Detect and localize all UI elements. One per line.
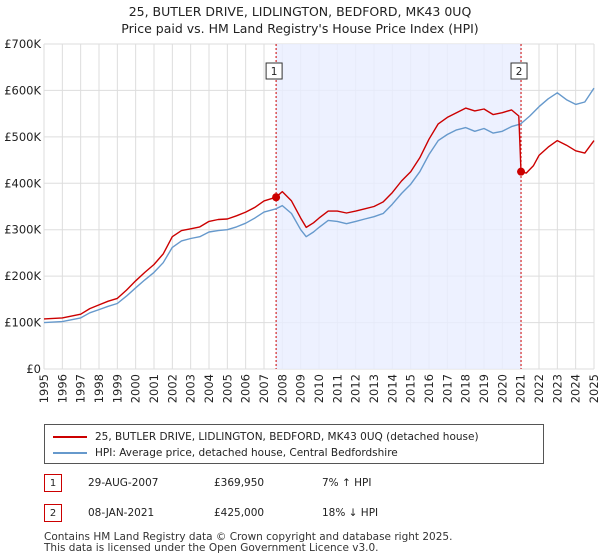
x-tick-label: 2021 [514, 374, 528, 403]
marker-label: 1 [271, 66, 278, 78]
marker-label: 2 [516, 66, 523, 78]
transaction-badge: 1 [44, 474, 62, 492]
transaction-price: £369,950 [214, 477, 265, 489]
x-tick-label: 2010 [312, 374, 326, 403]
x-tick-label: 2024 [569, 374, 583, 403]
transaction-price: £425,000 [214, 507, 265, 519]
price-chart: 25, BUTLER DRIVE, LIDLINGTON, BEDFORD, M… [4, 4, 600, 403]
y-tick-label: £0 [26, 362, 41, 376]
x-tick-label: 1997 [74, 374, 88, 403]
y-tick-label: £200K [4, 269, 41, 283]
x-tick-label: 2009 [294, 374, 308, 403]
y-tick-label: £400K [4, 176, 41, 190]
y-tick-label: £100K [4, 316, 41, 330]
y-tick-label: £500K [4, 130, 41, 144]
x-tick-label: 2001 [147, 374, 161, 403]
marker-badge [265, 62, 283, 80]
shaded-period [276, 44, 522, 369]
x-tick-label: 2008 [275, 374, 289, 403]
x-tick-label: 2025 [587, 374, 600, 403]
x-tick-label: 2023 [550, 374, 564, 403]
x-tick-label: 2004 [202, 374, 216, 403]
chart-subtitle: Price paid vs. HM Land Registry's House … [121, 21, 478, 36]
x-tick-label: 2020 [495, 374, 509, 403]
y-tick-label: £600K [4, 83, 41, 97]
legend-label-property: 25, BUTLER DRIVE, LIDLINGTON, BEDFORD, M… [95, 431, 479, 443]
transaction-hpi: 7% ↑ HPI [322, 477, 372, 489]
series-line-hpi [43, 87, 595, 324]
x-tick-label: 2000 [129, 374, 143, 403]
transaction-date: 29-AUG-2007 [88, 477, 159, 489]
x-tick-label: 1998 [92, 374, 106, 403]
y-tick-label: £700K [4, 37, 41, 51]
y-tick-label: £300K [4, 223, 41, 237]
chart-title: 25, BUTLER DRIVE, LIDLINGTON, BEDFORD, M… [129, 4, 472, 19]
x-tick-label: 2003 [184, 374, 198, 403]
legend-label-hpi: HPI: Average price, detached house, Cent… [95, 447, 398, 459]
x-tick-label: 2019 [477, 374, 491, 403]
legend-swatch-hpi [53, 452, 87, 454]
x-tick-label: 1999 [110, 374, 124, 403]
sale-point [517, 167, 526, 176]
x-tick-label: 2013 [367, 374, 381, 403]
x-tick-label: 2006 [239, 374, 253, 403]
series-line-property [43, 107, 595, 320]
footer-line-1: Contains HM Land Registry data © Crown c… [44, 531, 453, 543]
transaction-badge: 2 [44, 504, 62, 522]
x-tick-label: 2018 [459, 374, 473, 403]
x-tick-label: 2022 [532, 374, 546, 403]
x-tick-label: 2014 [385, 374, 399, 403]
legend-item-hpi: HPI: Average price, detached house, Cent… [53, 445, 398, 461]
x-tick-label: 2005 [220, 374, 234, 403]
transaction-date: 08-JAN-2021 [88, 507, 155, 519]
legend-item-property: 25, BUTLER DRIVE, LIDLINGTON, BEDFORD, M… [53, 429, 479, 445]
legend-swatch-property [53, 436, 87, 438]
x-tick-label: 2012 [349, 374, 363, 403]
transaction-hpi: 18% ↓ HPI [322, 507, 379, 519]
x-tick-label: 2011 [330, 374, 344, 403]
x-tick-label: 1995 [37, 374, 51, 403]
sale-point [272, 193, 281, 202]
x-tick-label: 2002 [165, 374, 179, 403]
x-tick-label: 2015 [404, 374, 418, 403]
marker-badge [510, 62, 528, 80]
footer: Contains HM Land Registry data © Crown c… [44, 532, 452, 554]
x-tick-label: 2016 [422, 374, 436, 403]
x-tick-label: 2017 [440, 374, 454, 403]
footer-line-2: This data is licensed under the Open Gov… [44, 542, 379, 554]
legend: 25, BUTLER DRIVE, LIDLINGTON, BEDFORD, M… [44, 424, 544, 464]
x-tick-label: 2007 [257, 374, 271, 403]
x-tick-label: 1996 [55, 374, 69, 403]
